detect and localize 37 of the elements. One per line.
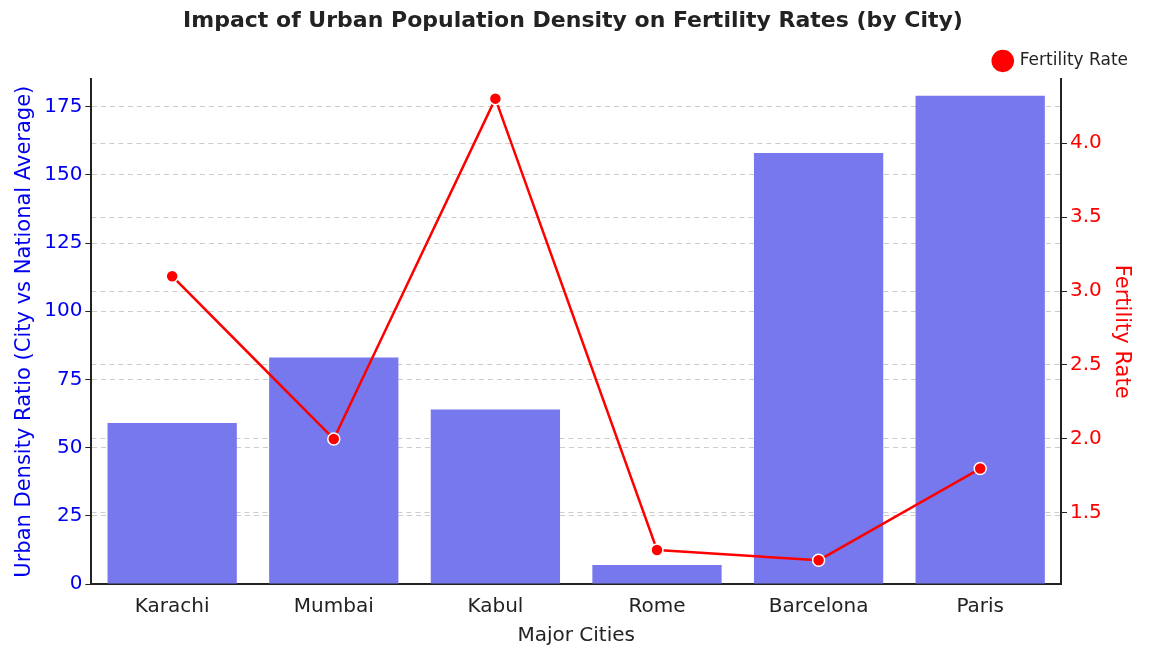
bar [753, 153, 884, 584]
bar [915, 95, 1045, 584]
y-tick-label: 25 [56, 502, 83, 527]
point [650, 543, 664, 557]
y-tick-label: 50 [56, 433, 83, 458]
point [811, 553, 826, 568]
y-axis-title: Urban Density Ratio (City vs National Average) [11, 85, 36, 578]
y-tick-label: 100 [44, 297, 83, 322]
bar [269, 357, 399, 584]
y2-tick-label: 2.5 [1069, 351, 1102, 376]
x-axis-title: Major Cities [517, 622, 635, 647]
bar [107, 423, 237, 584]
bar [592, 564, 722, 584]
chart-title: Impact of Urban Population Density on Fertility Rates (by City) [183, 6, 963, 32]
y2-axis-title: Fertility Rate [1110, 264, 1135, 399]
point [488, 91, 503, 106]
y2-tick-label: 3.0 [1069, 277, 1102, 302]
x-tick-label: Barcelona [768, 593, 869, 618]
y2-tick-label: 2.0 [1069, 425, 1102, 450]
y2-tick-label: 4.0 [1069, 129, 1102, 154]
x-tick-label: Rome [628, 593, 686, 618]
legend-label: Fertility Rate [1019, 49, 1129, 70]
y-tick-label: 175 [44, 92, 83, 117]
y-tick-label: 150 [44, 161, 83, 186]
y2-tick-label: 1.5 [1069, 499, 1102, 524]
x-tick-label: Kabul [467, 593, 524, 618]
y-tick-label: 0 [69, 570, 83, 595]
bar [430, 409, 561, 584]
y-tick-label: 75 [56, 365, 83, 390]
point [327, 432, 341, 446]
x-tick-label: Karachi [134, 593, 210, 618]
point [973, 461, 987, 476]
y-tick-label: 125 [44, 229, 83, 254]
y2-tick-label: 3.5 [1069, 203, 1102, 228]
x-tick-label: Mumbai [293, 593, 374, 618]
point [165, 269, 179, 283]
x-tick-label: Paris [956, 593, 1004, 618]
